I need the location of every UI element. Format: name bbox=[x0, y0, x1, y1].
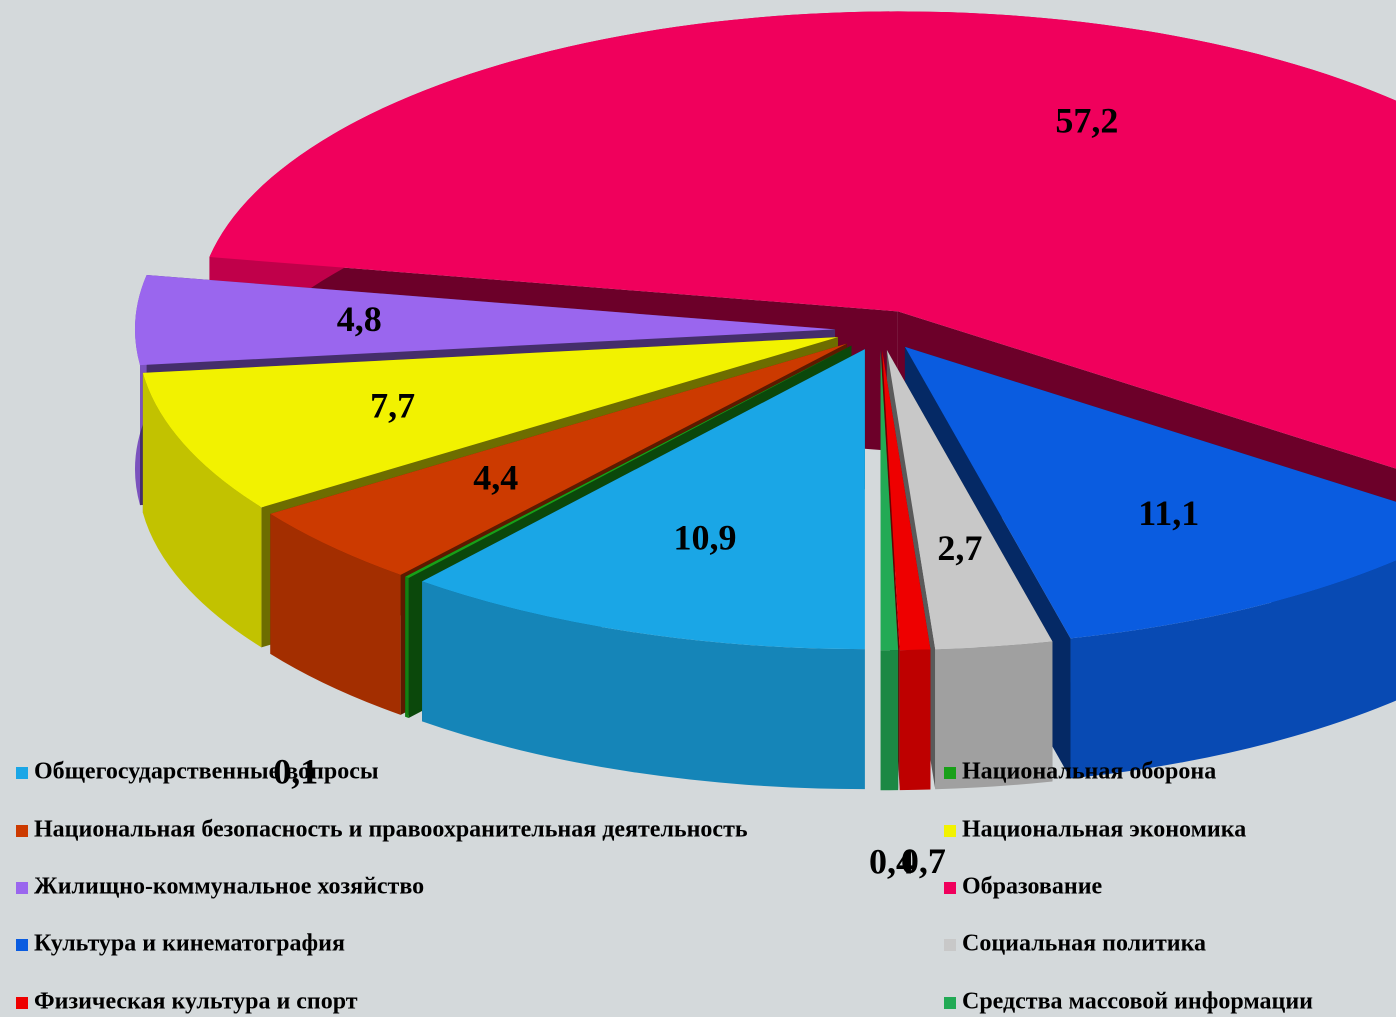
legend-label: Национальная оборона bbox=[962, 759, 1216, 785]
data-label: 2,7 bbox=[937, 528, 982, 568]
data-label: 57,2 bbox=[1055, 100, 1118, 140]
slice-rim bbox=[1070, 560, 1396, 779]
slice bbox=[135, 275, 836, 366]
slice bbox=[209, 11, 1396, 469]
slice bbox=[142, 337, 838, 508]
slice bbox=[270, 343, 847, 575]
legend-marker bbox=[944, 825, 956, 837]
slice bbox=[422, 349, 865, 650]
data-label: 11,1 bbox=[1138, 493, 1199, 533]
legend-label: Общегосударственные вопросы bbox=[34, 759, 379, 785]
legend-label: Национальная безопасность и правоохранит… bbox=[34, 817, 748, 843]
legend-label: Образование bbox=[962, 874, 1103, 900]
legend-marker bbox=[16, 825, 28, 837]
data-label: 4,4 bbox=[473, 458, 518, 498]
slice-rim bbox=[422, 581, 865, 790]
slice bbox=[405, 345, 852, 578]
legend-marker bbox=[16, 939, 28, 951]
legend-label: Культура и кинематография bbox=[34, 931, 345, 957]
legend-marker bbox=[944, 997, 956, 1009]
slice-rim bbox=[142, 372, 262, 648]
data-label: 0,7 bbox=[901, 841, 946, 881]
legend-label: Жилищно-коммунальное хозяйство bbox=[34, 874, 424, 900]
legend-label: Национальная экономика bbox=[962, 817, 1246, 843]
slice bbox=[904, 346, 1396, 639]
legend-marker bbox=[16, 882, 28, 894]
slice-rim bbox=[880, 650, 899, 791]
legend-marker bbox=[16, 767, 28, 779]
legend-marker bbox=[944, 939, 956, 951]
legend-marker bbox=[944, 882, 956, 894]
data-label: 0,1 bbox=[273, 752, 318, 792]
slice-rim bbox=[270, 513, 401, 715]
legend-label: Средства массовой информации bbox=[962, 989, 1313, 1015]
legend-label: Социальная политика bbox=[962, 931, 1206, 957]
slice-rim bbox=[405, 576, 409, 718]
data-label: 0,4 bbox=[869, 841, 914, 881]
slice bbox=[882, 350, 931, 651]
data-label: 10,9 bbox=[674, 517, 737, 557]
legend-marker bbox=[944, 767, 956, 779]
slice-rim bbox=[935, 641, 1053, 790]
slice bbox=[880, 350, 899, 651]
legend-label: Физическая культура и спорт bbox=[34, 989, 358, 1015]
data-label: 4,8 bbox=[337, 299, 382, 339]
slice bbox=[886, 350, 1053, 650]
legend-marker bbox=[16, 997, 28, 1009]
slice-rim bbox=[899, 649, 931, 791]
data-label: 7,7 bbox=[370, 386, 415, 426]
